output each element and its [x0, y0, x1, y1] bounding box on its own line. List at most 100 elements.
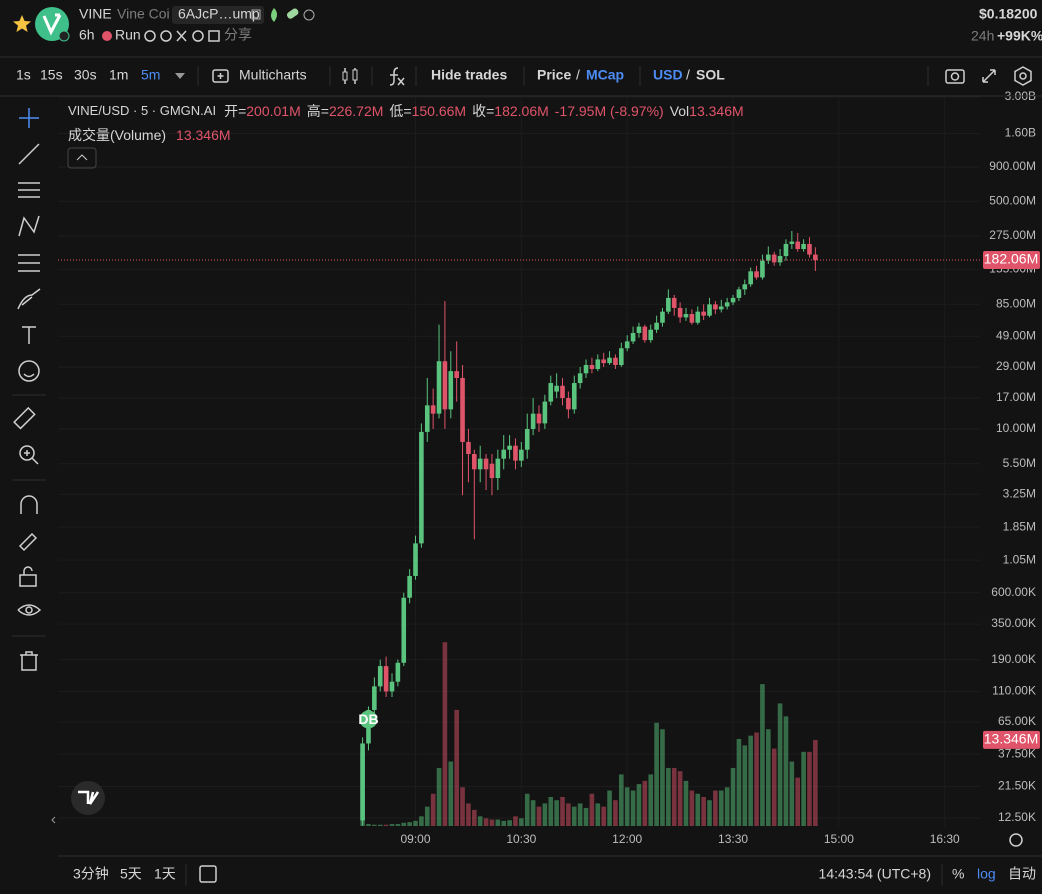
- candle-body: [630, 332, 636, 342]
- sol-toggle[interactable]: SOL: [696, 67, 725, 83]
- scroll-left[interactable]: [51, 816, 56, 824]
- volume-bar: [595, 803, 601, 826]
- visibility-tool[interactable]: [17, 604, 42, 616]
- candle-body: [413, 543, 418, 576]
- period: 24h: [971, 28, 994, 44]
- percent-toggle[interactable]: %: [952, 866, 964, 882]
- share[interactable]: 分享: [224, 27, 252, 43]
- pattern-tool[interactable]: [18, 215, 40, 237]
- hlines-tool[interactable]: [18, 182, 40, 198]
- candle-body: [707, 304, 712, 316]
- range[interactable]: 3分钟: [73, 866, 109, 882]
- candle-body: [395, 662, 401, 682]
- footer: 3分钟 5天 1天 14:43:54 (UTC+8) % log 自动: [73, 864, 1036, 886]
- text-tool[interactable]: [22, 326, 36, 344]
- x-tick-label: 12:00: [612, 832, 642, 846]
- ruler-tool[interactable]: [13, 406, 36, 430]
- web-icon[interactable]: [160, 30, 172, 42]
- fullscreen-icon[interactable]: [982, 69, 996, 83]
- volume-bar: [677, 771, 683, 826]
- candle-body: [718, 306, 724, 310]
- candle-body: [542, 401, 548, 424]
- address-chip[interactable]: [172, 6, 264, 24]
- interval-active[interactable]: 5m: [141, 67, 160, 83]
- interval[interactable]: 30s: [74, 67, 97, 83]
- multicharts[interactable]: Multicharts: [239, 67, 307, 83]
- collapse-button[interactable]: [67, 147, 97, 169]
- volume-bar: [671, 767, 677, 826]
- volume-bar: [613, 800, 618, 826]
- logo-glyph: [42, 13, 62, 36]
- volume-bar: [683, 780, 689, 826]
- range[interactable]: 5天: [120, 866, 142, 882]
- fib-tool[interactable]: [18, 254, 40, 272]
- delete-tool[interactable]: [20, 651, 38, 671]
- candle-body: [648, 329, 654, 341]
- candle-body: [507, 445, 512, 450]
- screenshot-icon[interactable]: [945, 69, 965, 84]
- indicator-icon[interactable]: [389, 67, 405, 86]
- volume-bar: [577, 803, 583, 826]
- candle-body: [424, 405, 430, 432]
- candle-body: [807, 243, 812, 255]
- hide-trades[interactable]: Hide trades: [431, 67, 507, 83]
- mcap-toggle[interactable]: MCap: [586, 67, 624, 83]
- x-icon[interactable]: [176, 30, 187, 42]
- line-tool[interactable]: [18, 143, 40, 165]
- share-icon[interactable]: [208, 30, 220, 42]
- x-tick-label: 13:30: [718, 832, 748, 846]
- multicharts-icon[interactable]: [212, 69, 229, 83]
- candle-body: [442, 361, 448, 410]
- volume-bar: [777, 703, 783, 826]
- favorite-star[interactable]: [13, 15, 31, 32]
- volume-bar: [589, 793, 595, 826]
- y-tick-label: 275.00M: [989, 228, 1036, 242]
- lock-tool[interactable]: [19, 574, 37, 587]
- interval[interactable]: 1s: [16, 67, 31, 83]
- dropdown-caret[interactable]: [175, 73, 185, 79]
- volume-bar: [430, 793, 436, 826]
- run-icon: [102, 31, 112, 41]
- interval[interactable]: 15s: [40, 67, 63, 83]
- candle-body: [654, 322, 659, 330]
- lock-draw-tool[interactable]: [18, 532, 38, 552]
- symbol: VINE: [79, 6, 112, 22]
- volume-bar: [395, 824, 401, 826]
- emoji-smile: [23, 373, 35, 378]
- range[interactable]: 1天: [154, 866, 176, 882]
- volume-label-bg: [983, 730, 1040, 749]
- globe-icon[interactable]: [192, 30, 204, 42]
- candle-body: [377, 666, 383, 687]
- search-icon[interactable]: [144, 30, 156, 42]
- candle-body: [724, 302, 730, 307]
- logo-badge: [58, 30, 70, 42]
- volume-bar: [707, 800, 712, 826]
- volume-bar: [413, 820, 418, 826]
- volume-bar: [377, 824, 383, 826]
- settings-icon[interactable]: [1014, 66, 1032, 86]
- price-toggle[interactable]: Price: [537, 67, 571, 83]
- usd-toggle[interactable]: USD: [653, 67, 683, 83]
- magnet-tool[interactable]: [20, 495, 38, 514]
- axis-settings[interactable]: [1009, 833, 1023, 847]
- separator: /: [686, 67, 690, 83]
- candle-body: [495, 458, 501, 479]
- auto-toggle[interactable]: 自动: [1008, 866, 1036, 882]
- emoji-tool[interactable]: [18, 360, 40, 382]
- volume-bar: [636, 784, 642, 826]
- candle-body: [783, 243, 789, 257]
- volume-bar: [660, 729, 665, 826]
- candle-body: [636, 326, 642, 333]
- copy-icon[interactable]: [251, 9, 261, 20]
- brush-tool[interactable]: [17, 288, 41, 310]
- candle-body: [595, 359, 601, 370]
- zoom-tool[interactable]: [19, 445, 35, 461]
- y-tick-label: 5.50M: [1003, 456, 1036, 470]
- clock: 14:43:54 (UTC+8): [819, 866, 931, 882]
- date-range-icon[interactable]: [199, 865, 217, 883]
- interval[interactable]: 1m: [109, 67, 128, 83]
- token-name: Vine Coi: [117, 6, 170, 22]
- crosshair-tool[interactable]: [19, 108, 39, 128]
- run: Run: [115, 27, 141, 43]
- log-toggle[interactable]: log: [977, 866, 996, 882]
